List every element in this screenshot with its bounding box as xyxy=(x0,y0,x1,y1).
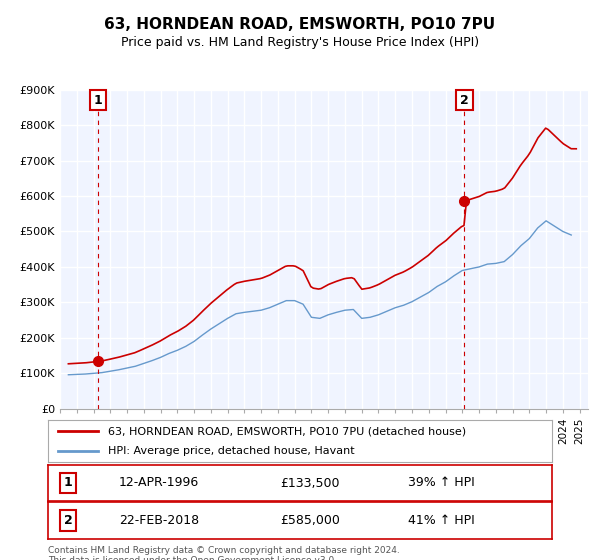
Text: £133,500: £133,500 xyxy=(280,477,340,489)
Text: 41% ↑ HPI: 41% ↑ HPI xyxy=(408,514,475,527)
Text: 63, HORNDEAN ROAD, EMSWORTH, PO10 7PU: 63, HORNDEAN ROAD, EMSWORTH, PO10 7PU xyxy=(104,17,496,32)
Text: £585,000: £585,000 xyxy=(280,514,340,527)
Text: 39% ↑ HPI: 39% ↑ HPI xyxy=(408,477,475,489)
Text: HPI: Average price, detached house, Havant: HPI: Average price, detached house, Hava… xyxy=(109,446,355,456)
Text: Contains HM Land Registry data © Crown copyright and database right 2024.
This d: Contains HM Land Registry data © Crown c… xyxy=(48,546,400,560)
Text: 12-APR-1996: 12-APR-1996 xyxy=(119,477,199,489)
Text: 22-FEB-2018: 22-FEB-2018 xyxy=(119,514,199,527)
Text: 1: 1 xyxy=(64,477,73,489)
Text: Price paid vs. HM Land Registry's House Price Index (HPI): Price paid vs. HM Land Registry's House … xyxy=(121,36,479,49)
Text: 63, HORNDEAN ROAD, EMSWORTH, PO10 7PU (detached house): 63, HORNDEAN ROAD, EMSWORTH, PO10 7PU (d… xyxy=(109,426,467,436)
Text: 1: 1 xyxy=(94,94,103,107)
Text: 2: 2 xyxy=(64,514,73,527)
Text: 2: 2 xyxy=(460,94,469,107)
